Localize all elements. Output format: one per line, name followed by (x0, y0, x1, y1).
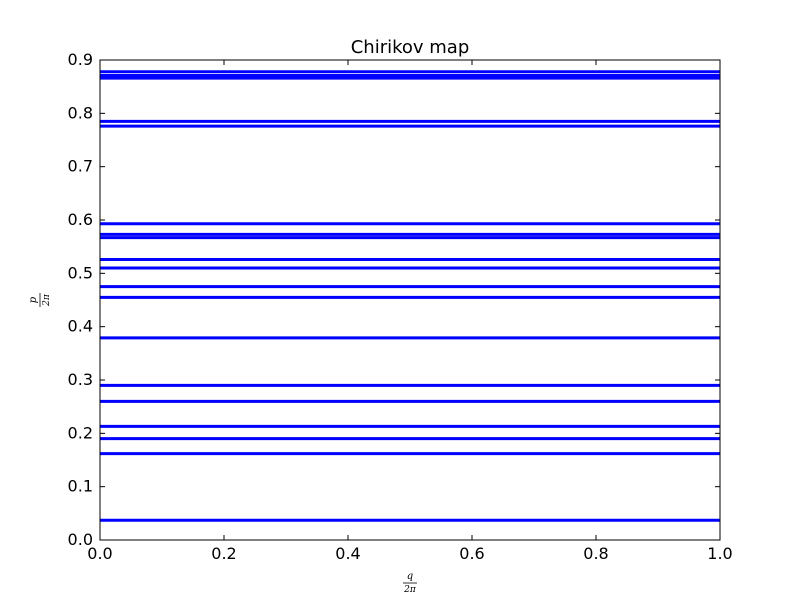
x-axis-label-numerator: q (407, 571, 413, 582)
x-axis-label-denominator: 2π (403, 585, 417, 595)
y-tick-label-4: 0.4 (68, 317, 93, 336)
x-tick-label-3: 0.6 (459, 544, 484, 563)
y-tick-label-1: 0.1 (68, 477, 93, 496)
y-axis-label: p 2π (28, 293, 52, 307)
y-tick-label-2: 0.2 (68, 423, 93, 442)
x-tick-label-4: 0.8 (583, 544, 608, 563)
chart-title: Chirikov map (351, 37, 470, 58)
x-tick-label-0: 0.0 (87, 544, 112, 563)
y-tick-label-9: 0.9 (68, 50, 93, 69)
plot-frame (99, 59, 721, 541)
y-tick-label-0: 0.0 (68, 530, 93, 549)
y-tick-label-5: 0.5 (68, 263, 93, 282)
x-tick-label-2: 0.4 (335, 544, 360, 563)
y-axis-label-numerator: p (28, 296, 39, 303)
y-tick-label-8: 0.8 (68, 103, 93, 122)
y-axis-label-denominator: 2π (42, 293, 52, 307)
y-tick-label-6: 0.6 (68, 210, 93, 229)
x-tick-label-5: 1.0 (707, 544, 732, 563)
y-tick-label-7: 0.7 (68, 157, 93, 176)
y-tick-label-3: 0.3 (68, 370, 93, 389)
ticks: 0.0 0.2 0.4 0.6 0.8 1.0 0.0 0.1 0.2 0.3 0.4 0.5 0.6 0… (68, 50, 733, 563)
plot-lines (100, 70, 720, 522)
x-tick-label-1: 0.2 (211, 544, 236, 563)
x-axis-label: q 2π (403, 571, 417, 595)
